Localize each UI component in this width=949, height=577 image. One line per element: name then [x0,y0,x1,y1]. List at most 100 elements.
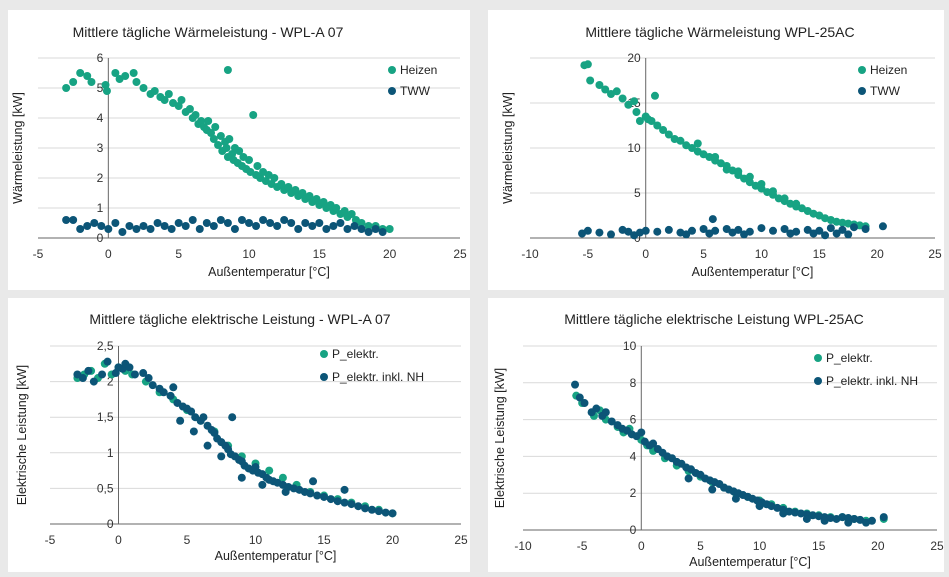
x-tick-label: 10 [249,533,263,547]
chart-title: Mittlere tägliche Wärmeleistung WPL-25AC [585,24,854,40]
data-point-series-2 [62,216,71,224]
data-point-series-2 [132,225,141,233]
data-point-series-2 [340,485,349,494]
data-point-series-2 [83,222,92,230]
y-tick-label: 5 [97,81,104,95]
data-point-series-1 [312,195,321,203]
y-tick-label: 10 [627,141,641,155]
data-point-series-2 [78,374,87,383]
legend-marker [320,350,328,358]
chart-title: Mittlere tägliche Wärmeleistung - WPL-A … [73,24,344,40]
data-point-series-2 [820,516,829,525]
chart-svg: -10-5051015202505101520Mittlere tägliche… [501,24,942,279]
y-tick-label: 4 [630,449,637,463]
data-point-series-1 [711,153,720,161]
chart-panel-elektr-leistung-wpl-25ac: -10 -5 0 5 10 15 20 25 0 2 4 6 8 10 Mittlere tägliche … [488,298,944,572]
data-point-series-2 [139,222,148,230]
data-point-series-2 [649,439,658,448]
data-point-series-2 [333,497,342,506]
y-tick-label: 6 [97,51,104,65]
data-point-series-1 [121,72,130,80]
y-tick-label: 4 [97,111,104,125]
x-tick-label: -10 [521,247,539,261]
data-point-series-1 [62,84,71,92]
data-point-series-2 [580,399,589,408]
x-tick-label: 25 [930,539,944,553]
x-axis-label: Außentemperatur [°C] [689,555,811,569]
legend-label: P_elektr. [332,347,379,361]
chart-title: Mittlere tägliche elektrische Leistung -… [89,311,390,327]
data-point-series-1 [191,111,200,119]
x-tick-label: 5 [700,247,707,261]
data-point-series-2 [653,227,662,236]
data-point-series-2 [779,509,788,518]
y-tick-label: 2 [107,375,114,389]
y-axis-label: Elektrische Leistung [kW] [15,365,29,505]
data-point-series-2 [755,502,764,511]
data-point-series-1 [618,94,627,103]
data-point-series-2 [308,222,317,230]
data-point-series-2 [169,383,178,392]
legend-marker [388,87,396,95]
data-point-series-2 [159,388,168,397]
data-point-series-2 [838,225,847,234]
data-point-series-1 [129,69,138,77]
data-point-series-2 [336,219,345,227]
data-point-series-2 [731,494,740,503]
chart-panel-waermeleistung-wpl-a07: -5 0 5 10 15 20 25 0 1 2 3 4 5 6 Mittlere tägliche Wär… [8,10,470,290]
data-point-series-1 [340,207,349,215]
x-tick-label: 5 [175,247,182,261]
chart-svg: -5 0 5 10 15 20 25 0 1 2 3 4 5 6 Mittlere tägliche Wär… [11,24,467,279]
data-point-series-2 [809,229,818,238]
data-point-series-1 [211,123,220,131]
y-tick-label: 20 [627,51,641,65]
data-point-series-2 [343,225,352,233]
x-tick-label: 20 [386,533,400,547]
data-point-series-1 [780,194,789,203]
data-point-series-2 [791,508,800,517]
data-point-series-1 [792,199,801,208]
x-tick-label: 0 [105,247,112,261]
data-point-series-2 [230,225,239,233]
data-point-series-1 [385,225,394,233]
data-point-series-2 [130,370,139,379]
data-point-series-2 [722,225,731,233]
y-tick-label: 1 [97,201,104,215]
data-point-series-2 [796,509,805,518]
data-point-series-2 [167,225,176,233]
data-point-series-2 [84,366,93,375]
x-axis-label: Außentemperatur [°C] [208,265,330,279]
x-tick-label: -5 [583,247,594,261]
data-point-series-1 [291,186,300,194]
data-point-series-2 [266,219,275,227]
data-point-series-1 [647,117,656,125]
x-tick-label: 10 [753,539,767,553]
x-tick-label: 25 [928,247,942,261]
y-axis-label: Wärmeleistung [kW] [11,92,25,204]
data-point-series-1 [705,153,714,161]
data-point-series-1 [650,91,659,100]
data-point-series-1 [688,144,696,152]
data-point-series-2 [381,508,390,517]
data-point-series-2 [111,219,120,227]
data-point-series-2 [814,512,823,521]
data-point-series-2 [320,492,328,501]
y-tick-label: 1,5 [97,410,114,424]
data-point-series-1 [253,162,262,170]
data-point-series-1 [185,105,194,113]
x-tick-label: 0 [642,247,649,261]
data-point-series-1 [347,210,356,218]
legend-marker [814,377,822,385]
data-point-series-1 [214,141,223,149]
data-point-series-2 [294,225,303,233]
data-point-series-2 [607,417,616,426]
data-point-series-2 [287,219,296,227]
legend-marker [858,87,866,95]
data-point-series-1 [150,87,159,95]
legend-label: P_elektr. inkl. NH [332,370,424,384]
data-point-series-1 [228,150,237,158]
data-point-series-2 [301,219,310,227]
data-point-series-2 [252,222,261,230]
data-point-series-1 [583,60,592,69]
legend-label: TWW [400,84,431,98]
